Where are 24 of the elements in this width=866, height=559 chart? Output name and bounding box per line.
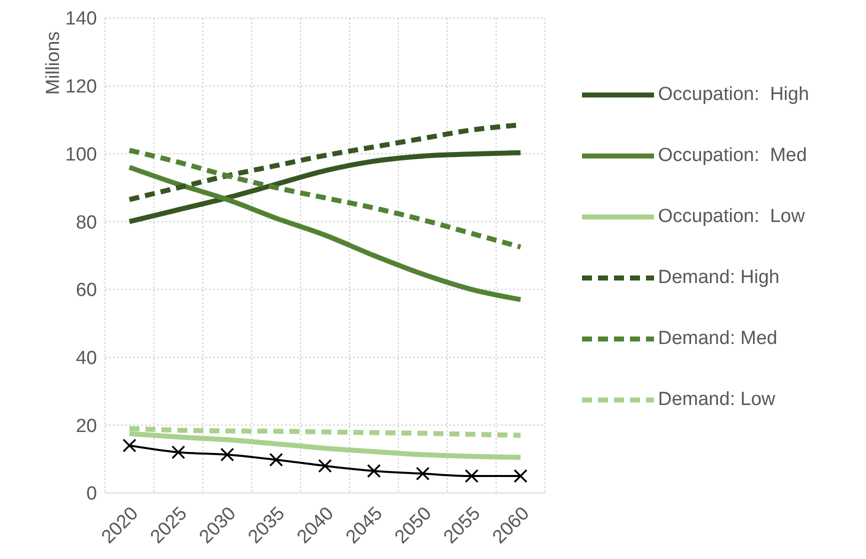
point (122, 438, 136, 452)
point (514, 469, 528, 483)
y-tick-label: 80 (76, 212, 97, 234)
y-tick-label: 0 (86, 484, 97, 505)
point (366, 464, 381, 478)
legend-label: Occupation: Low (658, 206, 805, 228)
point (171, 445, 186, 460)
y-tick-label: 100 (65, 144, 97, 166)
legend-label: Demand: Med (658, 328, 778, 350)
legend-label: Demand: Low (658, 388, 776, 410)
point (269, 452, 284, 467)
legend-label: Occupation: High (658, 84, 810, 106)
y-tick-label: 60 (76, 280, 97, 302)
point (220, 448, 234, 462)
y-tick-label: 40 (76, 348, 97, 370)
legend-label: Demand: High (658, 266, 780, 288)
point (464, 469, 479, 483)
y-tick-label: 140 (65, 8, 97, 30)
point (416, 466, 430, 481)
y-tick-label: 120 (65, 76, 97, 98)
point (318, 458, 332, 473)
y-tick-label: 20 (76, 416, 97, 437)
legend-label: Occupation: Med (658, 144, 807, 166)
y-axis-title: Millions (43, 31, 64, 95)
